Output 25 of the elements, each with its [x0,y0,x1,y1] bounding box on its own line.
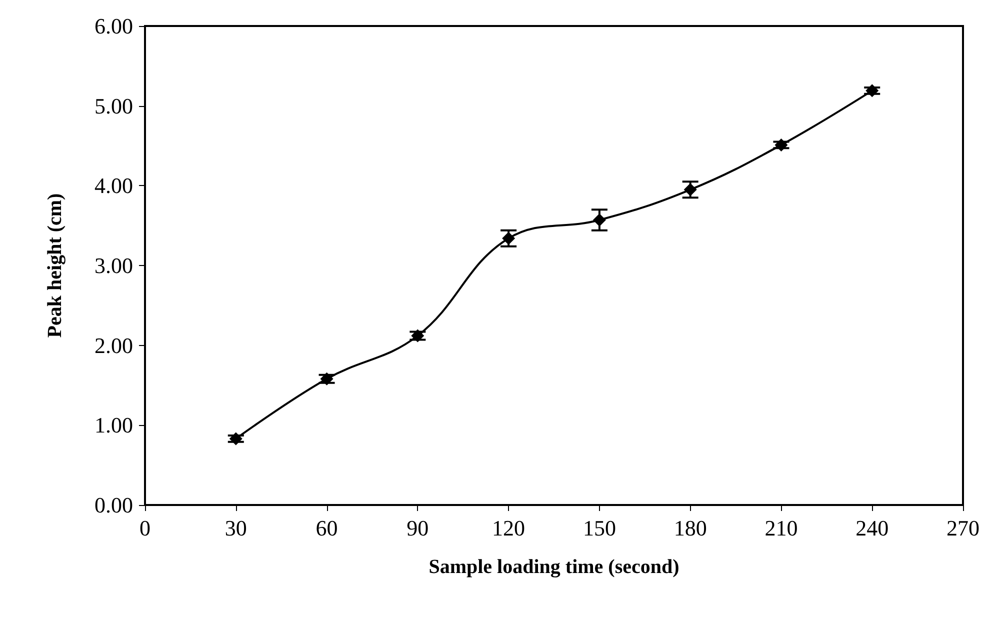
x-tick-label: 210 [764,516,798,540]
x-axis-title: Sample loading time (second) [428,556,680,578]
y-tick-label: 0.00 [94,492,133,518]
point [592,213,606,226]
y-tick-label: 3.00 [94,253,133,278]
y-tick-label: 1.00 [94,412,133,438]
x-tick-label: 60 [316,516,338,540]
point [229,432,242,446]
y-tick-label: 5.00 [94,93,133,118]
x-tick-label: 270 [946,516,980,540]
x-tick-label: 120 [492,516,526,540]
point [320,372,334,386]
x-tick-label: 0 [140,516,150,540]
point [774,138,788,152]
point [411,329,424,342]
x-tick-label: 180 [674,516,707,540]
point [866,84,879,98]
y-tick-label: 2.00 [94,332,133,358]
x-tick-label: 90 [406,516,429,540]
y-tick-label: 4.00 [94,173,133,198]
x-tick-label: 240 [856,516,889,540]
x-tick-label: 30 [224,516,247,540]
x-tick-label: 150 [582,516,616,540]
y-tick-label: 6.00 [94,14,133,38]
y-axis-title: Peak height (cm) [44,193,66,338]
